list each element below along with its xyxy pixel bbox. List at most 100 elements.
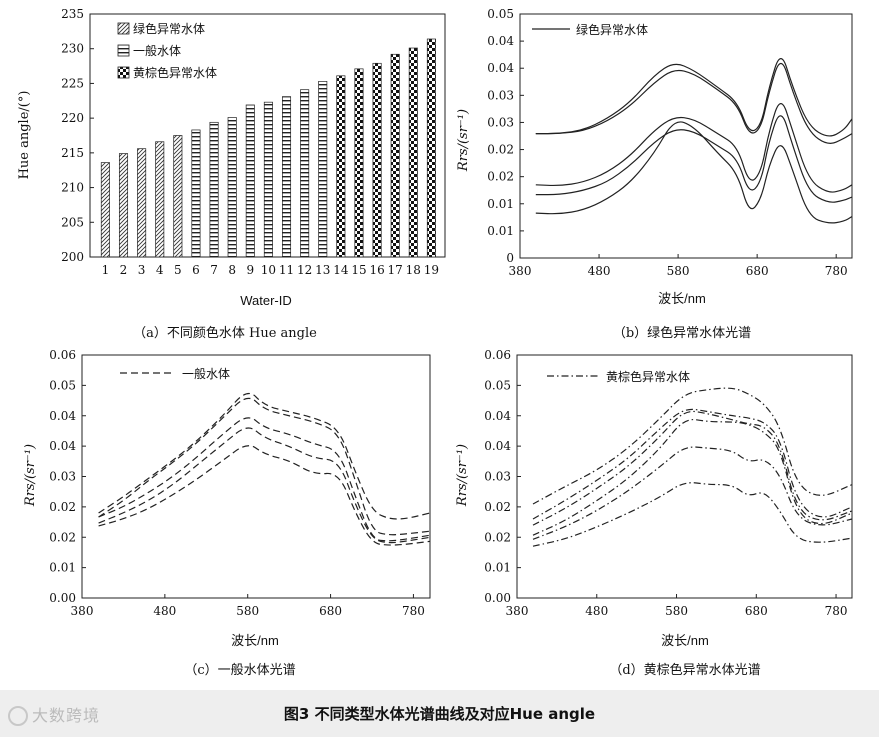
panel-d-lines [532,387,853,547]
bar-14 [336,75,346,258]
panel-d-y-tick-label: 0.05 [484,378,511,392]
panel-a-y-tick-label: 215 [61,146,84,160]
panel-a-x-tick-label: 8 [228,263,236,277]
panel-a-x-tick-label: 7 [210,263,218,277]
panel-a-y-tick-label: 220 [61,111,84,125]
panel-a-legend: 绿色异常水体 一般水体 黄棕色异常水体 [117,21,217,80]
bar-17 [390,53,400,258]
panel-b-lines [535,58,853,224]
panel-d-plot-frame [516,354,853,599]
panel-a-x-tick-label: 10 [261,263,276,277]
panel-c-x-axis-label: 波长/nm [231,633,279,648]
panel-a-x-tick-label: 5 [174,263,182,277]
panel-d-y-axis-label: Rrs/(sr⁻¹) [455,444,470,507]
bar-1 [100,162,110,258]
panel-a-x-tick-label: 13 [315,263,330,277]
panel-b-green-anomaly-spectra: 0 0.01 0.01 0.02 0.02 0.03 0.03 0.04 0.04 0.05 380… [456,7,853,341]
panel-c-x-tick-label: 780 [402,604,425,618]
panel-a-y-tick-label: 200 [61,250,84,264]
panel-d-y-tick-label: 0.01 [484,561,511,575]
panel-a-x-tick-label: 9 [246,263,254,277]
panel-b-legend-label: 绿色异常水体 [576,22,648,37]
panel-b-x-tick-label: 580 [667,264,690,278]
panel-d-series-line-1 [532,387,853,505]
panel-c-axes: 0.00 0.01 0.02 0.02 0.03 0.04 0.04 0.05 0.06 380 4… [49,348,431,618]
panel-c-series-line-1 [98,392,431,520]
bar-16 [372,62,382,258]
panel-b-x-tick-label: 480 [588,264,611,278]
panel-b-y-tick-label: 0.03 [487,115,514,129]
panel-a-x-tick-label: 2 [120,263,128,277]
panel-a-x-tick-label: 19 [424,263,439,277]
panel-d-x-axis-label: 波长/nm [661,633,709,648]
panel-c-y-tick-label: 0.02 [49,530,76,544]
panel-a-y-tick-label: 235 [61,7,84,21]
panel-a-y-tick-label: 225 [61,76,84,90]
panel-d-series-line-2 [532,408,853,520]
panel-c-series-line-2 [98,397,431,536]
panel-a-x-tick-label: 12 [297,263,312,277]
panel-b-y-tick-label: 0.01 [487,224,514,238]
panel-a-y-axis-label: Hue angle/(°) [17,91,32,180]
panel-d-y-tick-label: 0.03 [484,470,511,484]
bar-9 [245,104,255,258]
panel-a-x-tick-label: 14 [333,263,349,277]
panel-d-series-line-3 [532,410,853,526]
panel-b-series-line-3 [535,103,853,193]
panel-a-x-tick-label: 6 [192,263,200,277]
panel-a-x-tick-label: 16 [369,263,384,277]
panel-a-caption: （a）不同颜色水体 Hue angle [133,325,317,341]
panel-b-y-tick-label: 0.04 [487,61,514,75]
legend-swatch-green [117,22,130,35]
panel-a-x-tick-label: 11 [279,263,294,277]
panel-b-series-line-5 [535,121,853,224]
panel-d-y-tick-label: 0.02 [484,530,511,544]
panel-b-y-tick-label: 0.02 [487,170,514,184]
panel-b-x-tick-label: 380 [509,264,532,278]
panel-b-y-tick-label: 0.01 [487,197,514,211]
panel-d-axes: 0.00 0.01 0.02 0.02 0.03 0.04 0.04 0.05 0.06 380 4… [484,348,853,618]
panel-d-y-tick-label: 0.02 [484,500,511,514]
panel-c-legend-label: 一般水体 [182,366,230,381]
legend-label-yellow-brown: 黄棕色异常水体 [133,65,217,80]
bar-19 [426,38,436,258]
bar-2 [118,153,129,258]
panel-b-series-line-2 [535,62,853,144]
panel-c-legend: 一般水体 [120,366,230,381]
bar-3 [137,148,147,258]
panel-c-series-line-4 [98,427,431,544]
panel-d-legend-label: 黄棕色异常水体 [606,369,690,384]
panel-b-plot-frame [519,13,853,259]
bar-8 [227,117,237,258]
panel-d-x-tick-label: 580 [665,604,688,618]
panel-b-x-tick-label: 780 [825,264,848,278]
panel-d-legend: 黄棕色异常水体 [547,369,690,384]
panel-b-series-line-1 [535,58,853,137]
watermark-text: 大数跨境 [32,706,101,725]
panel-c-normal-water-spectra: 0.00 0.01 0.02 0.02 0.03 0.04 0.04 0.05 0.06 380 4… [23,348,431,678]
panel-c-y-axis-label: Rrs/(sr⁻¹) [23,444,38,507]
panel-a-x-tick-label: 18 [406,263,421,277]
panel-d-x-tick-label: 380 [506,604,529,618]
bar-7 [209,121,219,258]
figure-caption: 图3 不同类型水体光谱曲线及对应Hue angle [283,705,596,723]
panel-b-series-line-4 [535,115,853,203]
panel-a-y-tick-label: 210 [61,181,84,195]
panel-d-x-tick-label: 480 [585,604,608,618]
panel-b-legend: 绿色异常水体 [532,22,648,37]
bar-4 [155,141,165,258]
panel-a-x-tick-label: 4 [156,263,164,277]
watermark: 大数跨境 [8,702,100,726]
bar-13 [318,80,328,258]
panel-d-y-tick-label: 0.04 [484,409,511,423]
bar-12 [300,89,310,258]
panel-d-series-line-4 [532,418,853,536]
panel-c-y-tick-label: 0.06 [49,348,76,362]
panel-d-y-tick-label: 0.00 [484,591,511,605]
watermark-logo-icon [8,706,28,726]
panel-d-x-tick-label: 780 [825,604,848,618]
panel-a-bars [100,38,436,258]
